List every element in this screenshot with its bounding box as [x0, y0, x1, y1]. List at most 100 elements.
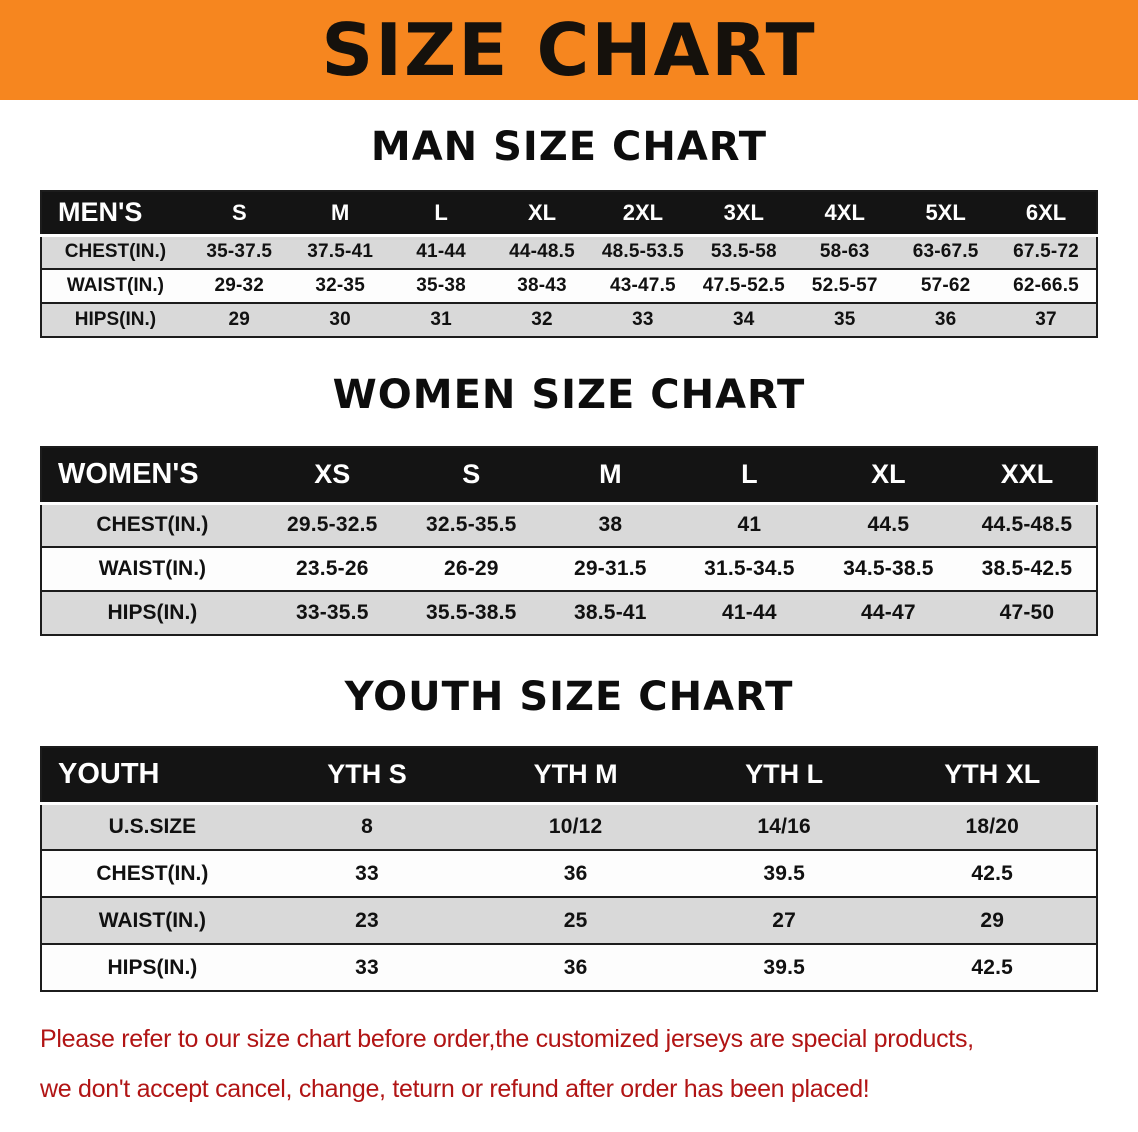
value-cell: 52.5-57: [811, 275, 878, 296]
value-cell: 26-29: [443, 557, 499, 580]
value-cell: 62-66.5: [1013, 275, 1079, 296]
row-label-cell: CHEST(IN.): [96, 513, 209, 537]
value-cell: 35.5-38.5: [426, 601, 517, 624]
value-cell: 33: [355, 955, 379, 979]
table-title-cell: YOUTH: [41, 747, 263, 803]
value-cell: 23.5-26: [295, 557, 369, 580]
section-youth: YOUTH SIZE CHART YOUTH YTH S YTH M YTH L YTH …: [0, 674, 1138, 992]
value-cell: 34: [733, 309, 755, 330]
value-cell: 29: [980, 908, 1005, 932]
notice-line-2: we don't accept cancel, change, teturn o…: [40, 1075, 870, 1103]
value-cell: 44.5-48.5: [981, 513, 1073, 537]
size-header-cell: 2XL: [592, 191, 694, 235]
table-row: WAIST(IN.) 29-32 32-35 35-38 38-43 43-47.5 47.…: [41, 269, 1097, 303]
value-cell: 38-43: [517, 275, 567, 296]
value-cell: 44.5: [867, 513, 910, 537]
value-cell: 58-63: [819, 241, 870, 263]
value-cell: 32: [531, 309, 553, 330]
table-header-row: MEN'S S M L XL 2XL 3XL 4XL 5XL 6XL: [41, 191, 1097, 235]
value-cell: 8: [361, 814, 373, 838]
value-cell: 25: [563, 908, 588, 932]
value-cell: 57-62: [920, 275, 971, 296]
value-cell: 36: [563, 861, 588, 885]
value-cell: 32.5-35.5: [426, 513, 517, 537]
section-heading-youth: YOUTH SIZE CHART: [344, 674, 794, 720]
size-header-cell: 3XL: [693, 191, 795, 235]
table-row: HIPS(IN.) 33 36 39.5 42.5: [41, 944, 1097, 991]
table-title-cell: WOMEN'S: [41, 447, 263, 503]
value-cell: 41-44: [416, 241, 466, 263]
size-header-cell: XL: [818, 447, 958, 503]
table-row: U.S.SIZE 8 10/12 14/16 18/20: [41, 803, 1097, 850]
size-header-cell: 5XL: [895, 191, 997, 235]
size-table-youth: YOUTH YTH S YTH M YTH L YTH XL U.S.SIZE 8 10/12…: [40, 746, 1098, 992]
value-cell: 31: [430, 309, 452, 330]
size-table-womens: WOMEN'S XS S M L XL XXL CHEST(IN.) 29.5-32.5 32.5…: [40, 446, 1098, 636]
value-cell: 31.5-34.5: [704, 557, 795, 580]
table-row: HIPS(IN.) 33-35.5 35.5-38.5 38.5-41 41-44 44-…: [41, 591, 1097, 635]
table-row: CHEST(IN.) 35-37.5 37.5-41 41-44 44-48.5 48.5…: [41, 235, 1097, 269]
value-cell: 34.5-38.5: [843, 557, 934, 580]
value-cell: 47.5-52.5: [702, 275, 785, 296]
row-label-cell: WAIST(IN.): [98, 908, 207, 932]
size-header-cell: 6XL: [996, 191, 1097, 235]
size-header-cell: S: [188, 191, 290, 235]
size-header-cell: M: [289, 191, 391, 235]
value-cell: 36: [934, 309, 957, 330]
size-header-cell: S: [401, 447, 541, 503]
size-header-cell: XL: [491, 191, 593, 235]
value-cell: 44-47: [861, 601, 916, 624]
value-cell: 10/12: [548, 814, 603, 838]
value-cell: 38.5-42.5: [981, 557, 1073, 580]
value-cell: 23: [355, 908, 379, 932]
size-header-cell: M: [540, 447, 680, 503]
value-cell: 39.5: [763, 861, 805, 885]
value-cell: 41-44: [722, 601, 777, 624]
value-cell: 38: [598, 513, 623, 537]
row-label-cell: HIPS(IN.): [107, 955, 198, 979]
sections-container: MAN SIZE CHART MEN'S S M L XL 2XL 3XL 4XL 5XL 6XL C…: [0, 124, 1138, 992]
value-cell: 67.5-72: [1013, 241, 1079, 263]
value-cell: 38.5-41: [574, 601, 647, 624]
size-header-cell: XS: [262, 447, 402, 503]
value-cell: 33: [632, 309, 654, 330]
table-title-cell: MEN'S: [41, 191, 189, 235]
size-header-cell: YTH M: [471, 747, 680, 803]
value-cell: 37.5-41: [307, 241, 374, 263]
banner: SIZE CHART: [0, 0, 1138, 100]
value-cell: 29: [228, 309, 251, 330]
table-header-row: YOUTH YTH S YTH M YTH L YTH XL: [41, 747, 1097, 803]
value-cell: 42.5: [971, 861, 1014, 885]
row-label-cell: HIPS(IN.): [107, 601, 198, 624]
value-cell: 35-38: [416, 275, 466, 296]
size-header-cell: L: [390, 191, 492, 235]
value-cell: 44-48.5: [509, 241, 575, 263]
value-cell: 30: [329, 309, 351, 330]
footer-notice: Please refer to our size chart before or…: [40, 1014, 1138, 1114]
value-cell: 32-35: [315, 275, 365, 296]
table-row: CHEST(IN.) 33 36 39.5 42.5: [41, 850, 1097, 897]
section-heading-mens: MAN SIZE CHART: [370, 124, 768, 170]
section-mens: MAN SIZE CHART MEN'S S M L XL 2XL 3XL 4XL 5XL 6XL C…: [0, 124, 1138, 338]
row-label-cell: CHEST(IN.): [96, 861, 209, 885]
value-cell: 18/20: [965, 814, 1019, 838]
row-label-cell: HIPS(IN.): [74, 309, 157, 330]
size-table-mens: MEN'S S M L XL 2XL 3XL 4XL 5XL 6XL CHEST(IN.) 35-37…: [40, 190, 1098, 338]
value-cell: 42.5: [971, 955, 1014, 979]
size-header-cell: L: [679, 447, 819, 503]
row-label-cell: WAIST(IN.): [66, 275, 164, 296]
value-cell: 14/16: [757, 814, 811, 838]
value-cell: 63-67.5: [912, 241, 979, 263]
value-cell: 33: [355, 861, 379, 885]
row-label-cell: U.S.SIZE: [108, 814, 197, 838]
value-cell: 47-50: [999, 601, 1055, 624]
table-row: WAIST(IN.) 23.5-26 26-29 29-31.5 31.5-34.5 34…: [41, 547, 1097, 591]
size-header-cell: XXL: [957, 447, 1097, 503]
table-row: HIPS(IN.) 29 30 31 32 33 34 35 36 37: [41, 303, 1097, 337]
value-cell: 48.5-53.5: [601, 241, 684, 263]
value-cell: 37: [1035, 309, 1057, 330]
table-row: CHEST(IN.) 29.5-32.5 32.5-35.5 38 41 44.5 44.5…: [41, 503, 1097, 547]
size-header-cell: 4XL: [794, 191, 896, 235]
section-heading-womens: WOMEN SIZE CHART: [332, 372, 806, 418]
